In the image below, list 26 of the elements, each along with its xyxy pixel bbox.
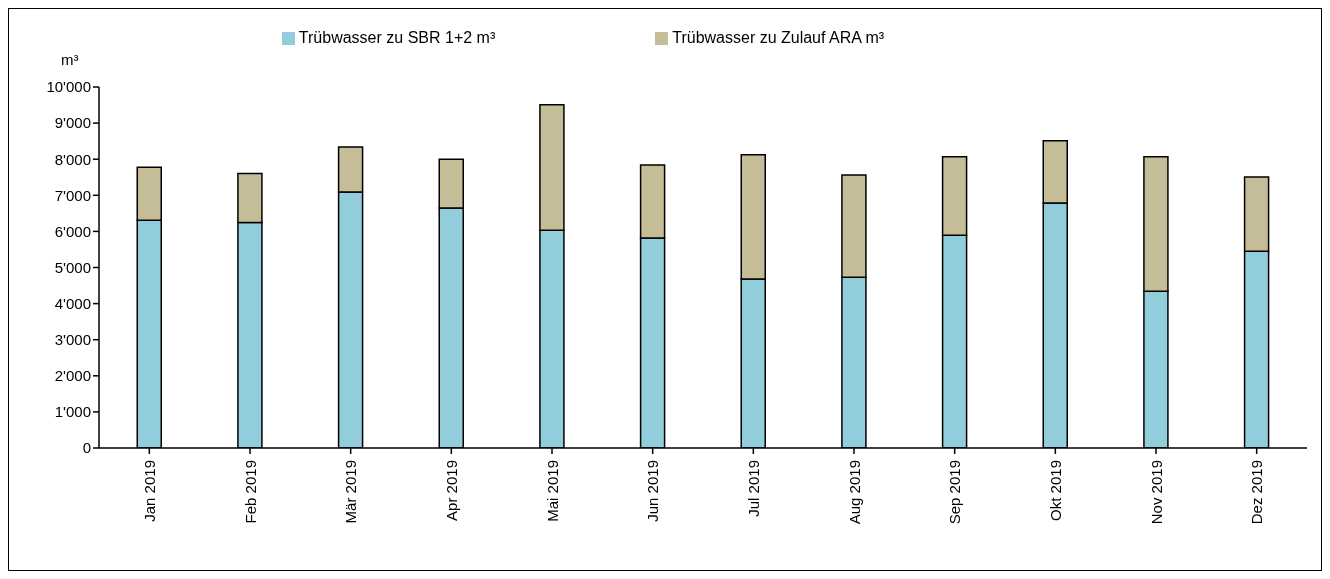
x-tick-label: Feb 2019 <box>241 460 259 524</box>
x-tick-label: Sep 2019 <box>946 460 964 525</box>
x-tick-label: Nov 2019 <box>1147 460 1165 525</box>
x-tick-label: Mär 2019 <box>342 460 360 524</box>
y-tick-label: 8'000 <box>54 150 91 168</box>
x-tick-label: Apr 2019 <box>442 460 460 521</box>
x-tick-label: Jul 2019 <box>744 460 762 517</box>
x-tick-label: Jan 2019 <box>140 460 158 522</box>
y-tick-label: 0 <box>82 439 91 457</box>
x-tick-label: Aug 2019 <box>845 460 863 525</box>
y-tick-label: 5'000 <box>54 258 91 276</box>
y-tick-label: 4'000 <box>54 294 91 312</box>
legend-label: Trübwasser zu Zulauf ARA m³ <box>672 29 885 46</box>
y-tick-label: 1'000 <box>54 403 91 421</box>
legend-label: Trübwasser zu SBR 1+2 m³ <box>298 29 496 46</box>
x-tick-label: Jun 2019 <box>644 460 662 522</box>
y-tick-label: 6'000 <box>54 222 91 240</box>
y-tick-label: 10'000 <box>46 78 91 96</box>
x-tick-label: Mai 2019 <box>543 460 561 522</box>
y-tick-label: 3'000 <box>54 331 91 349</box>
y-tick-label: 2'000 <box>54 367 91 385</box>
y-tick-label: 9'000 <box>54 114 91 132</box>
x-tick-label: Okt 2019 <box>1046 460 1064 521</box>
x-tick-label: Dez 2019 <box>1248 460 1266 525</box>
y-axis-title: m³ <box>61 51 79 68</box>
y-tick-label: 7'000 <box>54 186 91 204</box>
